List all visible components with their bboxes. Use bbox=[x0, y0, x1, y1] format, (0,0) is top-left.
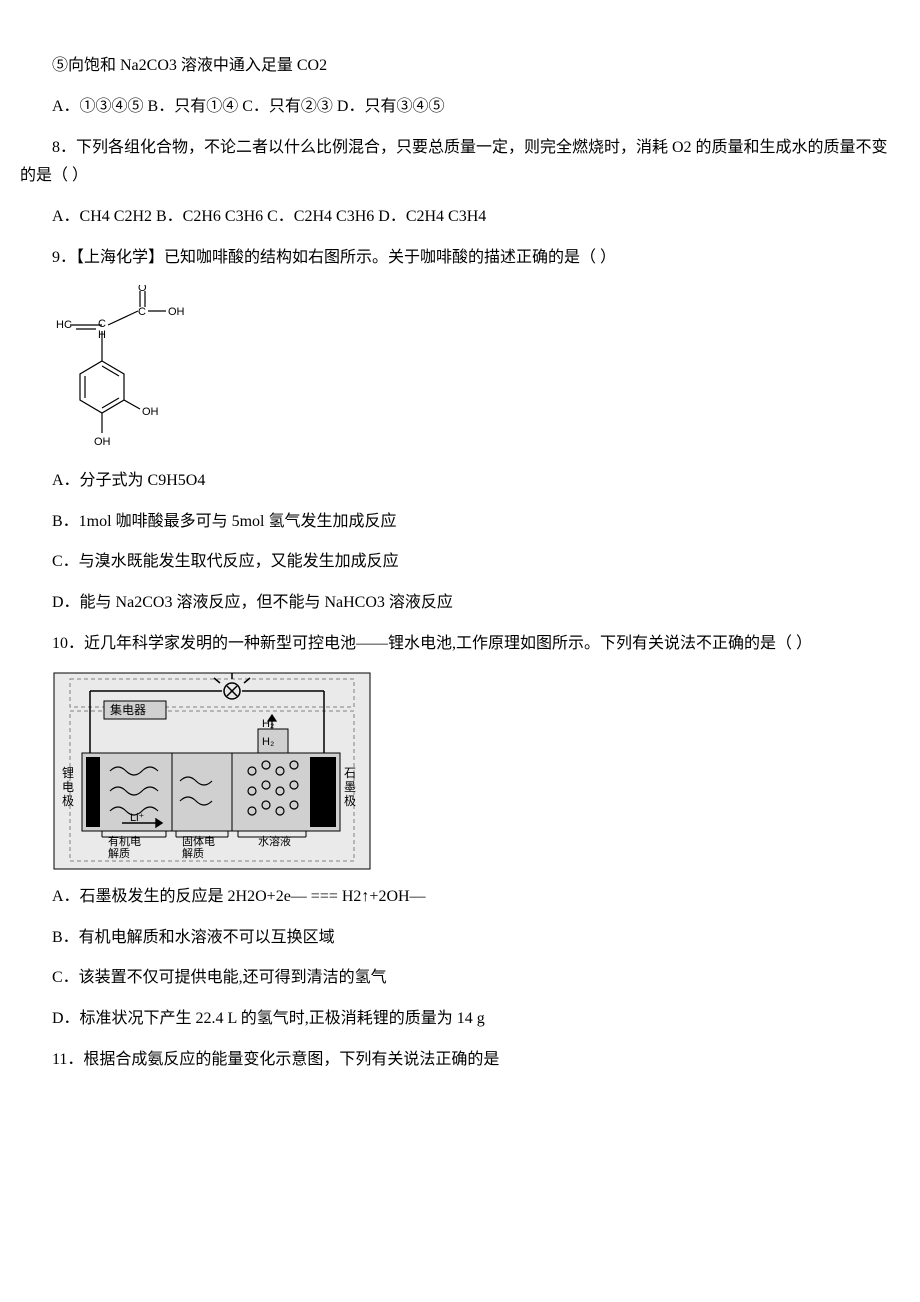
q7-sub5: ⑤向饱和 Na2CO3 溶液中通入足量 CO2 bbox=[20, 52, 900, 81]
label-li-electrode-3: 极 bbox=[62, 794, 74, 808]
q8-stem: 8．下列各组化合物，不论二者以什么比例混合，只要总质量一定，则完全燃烧时，消耗 … bbox=[20, 134, 900, 192]
label-organic-1: 有机电 bbox=[108, 834, 141, 848]
label-solid-1: 固体电 bbox=[182, 834, 215, 848]
q10-optB: B．有机电解质和水溶液不可以互换区域 bbox=[20, 924, 900, 953]
label-li-ion: Li⁺ bbox=[130, 812, 145, 824]
label-oh-side: OH bbox=[142, 406, 159, 418]
label-ch-h: H bbox=[98, 329, 106, 341]
caffeic-acid-structure: HC C H C O OH OH OH bbox=[52, 285, 202, 455]
label-li-electrode-1: 锂 bbox=[62, 765, 74, 780]
label-graphite-2: 墨 bbox=[344, 780, 356, 794]
label-oh-right: OH bbox=[168, 306, 185, 318]
q10-stem: 10．近几年科学家发明的一种新型可控电池——锂水电池,工作原理如图所示。下列有关… bbox=[20, 630, 900, 659]
label-o-top: O bbox=[138, 285, 147, 294]
label-graphite-1: 石 bbox=[344, 766, 356, 780]
q9-optA: A．分子式为 C9H5O4 bbox=[20, 467, 900, 496]
label-graphite-3: 极 bbox=[344, 794, 356, 808]
q9-optC: C．与溴水既能发生取代反应，又能发生加成反应 bbox=[20, 548, 900, 577]
q10-optA: A．石墨极发生的反应是 2H2O+2e— === H2↑+2OH— bbox=[20, 883, 900, 912]
q7-options: A．①③④⑤ B．只有①④ C．只有②③ D．只有③④⑤ bbox=[20, 93, 900, 122]
q9-optB: B．1mol 咖啡酸最多可与 5mol 氢气发生加成反应 bbox=[20, 508, 900, 537]
q9-structure-figure: HC C H C O OH OH OH bbox=[52, 285, 900, 455]
label-aqueous: 水溶液 bbox=[258, 834, 291, 848]
q9-stem: 9．【上海化学】已知咖啡酸的结构如右图所示。关于咖啡酸的描述正确的是（ ） bbox=[20, 244, 900, 273]
q10-battery-figure: 集电器 锂 电 极 石 墨 极 Li⁺ H₂ H₂ 有机电 bbox=[52, 671, 900, 871]
label-hc: HC bbox=[56, 319, 72, 331]
label-h2-side: H₂ bbox=[262, 736, 274, 748]
label-oh-bottom: OH bbox=[94, 436, 111, 448]
q10-optD: D．标准状况下产生 22.4 L 的氢气时,正极消耗锂的质量为 14 g bbox=[20, 1005, 900, 1034]
label-li-electrode-2: 电 bbox=[62, 780, 74, 794]
q9-optD: D．能与 Na2CO3 溶液反应，但不能与 NaHCO3 溶液反应 bbox=[20, 589, 900, 618]
q11-stem: 11．根据合成氨反应的能量变化示意图，下列有关说法正确的是 bbox=[20, 1046, 900, 1075]
q8-options: A．CH4 C2H2 B．C2H6 C3H6 C．C2H4 C3H6 D．C2H… bbox=[20, 203, 900, 232]
label-carboxyl-c: C bbox=[138, 306, 146, 318]
label-organic-2: 解质 bbox=[108, 846, 130, 860]
q10-optC: C．该装置不仅可提供电能,还可得到清洁的氢气 bbox=[20, 964, 900, 993]
lithium-water-battery-diagram: 集电器 锂 电 极 石 墨 极 Li⁺ H₂ H₂ 有机电 bbox=[52, 671, 372, 871]
label-collector: 集电器 bbox=[110, 702, 146, 717]
label-solid-2: 解质 bbox=[182, 846, 204, 860]
